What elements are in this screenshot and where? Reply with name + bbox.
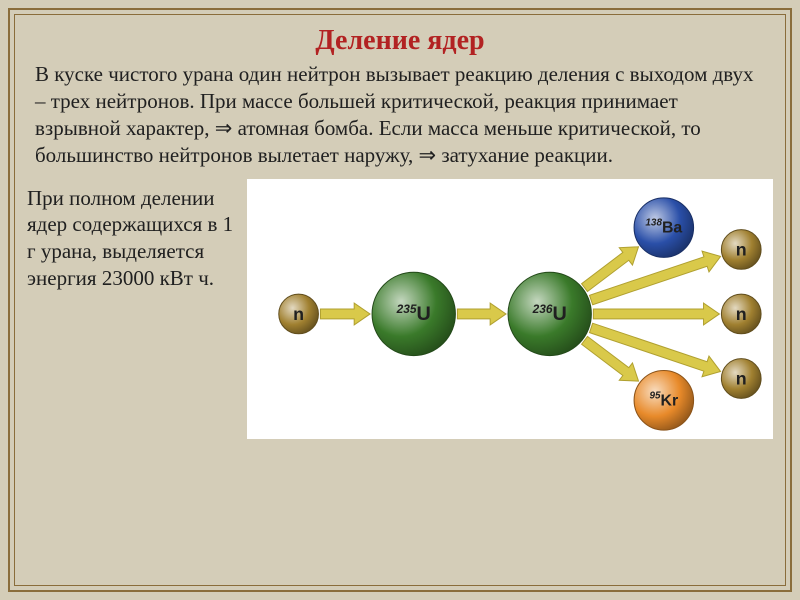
fission-diagram: n235U236U138Ba95Krnnn — [247, 179, 773, 439]
node-label-n3: n — [736, 368, 747, 388]
inner-frame: Деление ядер В куске чистого урана один … — [14, 14, 786, 586]
lower-row: При полном делении ядер содержащихся в 1… — [15, 179, 785, 451]
arrow — [589, 251, 720, 305]
arrow — [589, 323, 720, 377]
slide-title: Деление ядер — [15, 15, 785, 57]
arrow — [593, 303, 719, 325]
side-paragraph: При полном делении ядер содержащихся в 1… — [27, 179, 237, 293]
outer-frame: Деление ядер В куске чистого урана один … — [8, 8, 792, 592]
node-label-n2: n — [736, 303, 747, 323]
diagram-svg: n235U236U138Ba95Krnnn — [247, 179, 773, 439]
node-label-n_in: n — [293, 303, 304, 323]
arrow — [320, 303, 370, 325]
node-label-n1: n — [736, 239, 747, 259]
body-paragraph: В куске чистого урана один нейтрон вызыв… — [15, 57, 785, 179]
arrow — [457, 303, 506, 325]
